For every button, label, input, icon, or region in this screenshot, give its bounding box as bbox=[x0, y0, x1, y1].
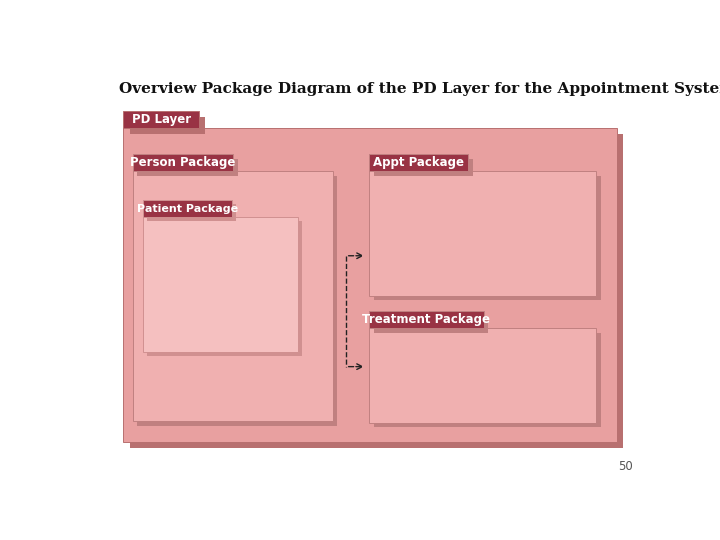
Bar bbox=[147, 221, 302, 356]
Text: Appt Package: Appt Package bbox=[373, 156, 464, 169]
Bar bbox=[143, 200, 232, 217]
Bar bbox=[369, 311, 484, 328]
Text: Treatment Package: Treatment Package bbox=[362, 313, 490, 326]
Bar bbox=[123, 128, 617, 442]
Bar bbox=[130, 134, 624, 448]
Text: Patient Package: Patient Package bbox=[137, 204, 238, 214]
Bar bbox=[369, 154, 468, 171]
Text: PD Layer: PD Layer bbox=[132, 113, 191, 126]
Bar bbox=[123, 111, 199, 128]
Bar bbox=[374, 176, 600, 300]
Text: Person Package: Person Package bbox=[130, 156, 235, 169]
Bar bbox=[138, 159, 238, 176]
Bar bbox=[138, 176, 337, 426]
Text: 50: 50 bbox=[618, 460, 632, 473]
Bar bbox=[132, 171, 333, 421]
Bar bbox=[369, 328, 596, 423]
Bar bbox=[369, 171, 596, 296]
Text: Overview Package Diagram of the PD Layer for the Appointment System: Overview Package Diagram of the PD Layer… bbox=[120, 82, 720, 96]
Bar bbox=[130, 117, 205, 134]
Bar bbox=[143, 217, 297, 352]
Bar bbox=[147, 204, 235, 221]
Bar bbox=[374, 159, 473, 176]
Bar bbox=[374, 316, 488, 333]
Bar bbox=[374, 333, 600, 428]
Bar bbox=[132, 154, 233, 171]
